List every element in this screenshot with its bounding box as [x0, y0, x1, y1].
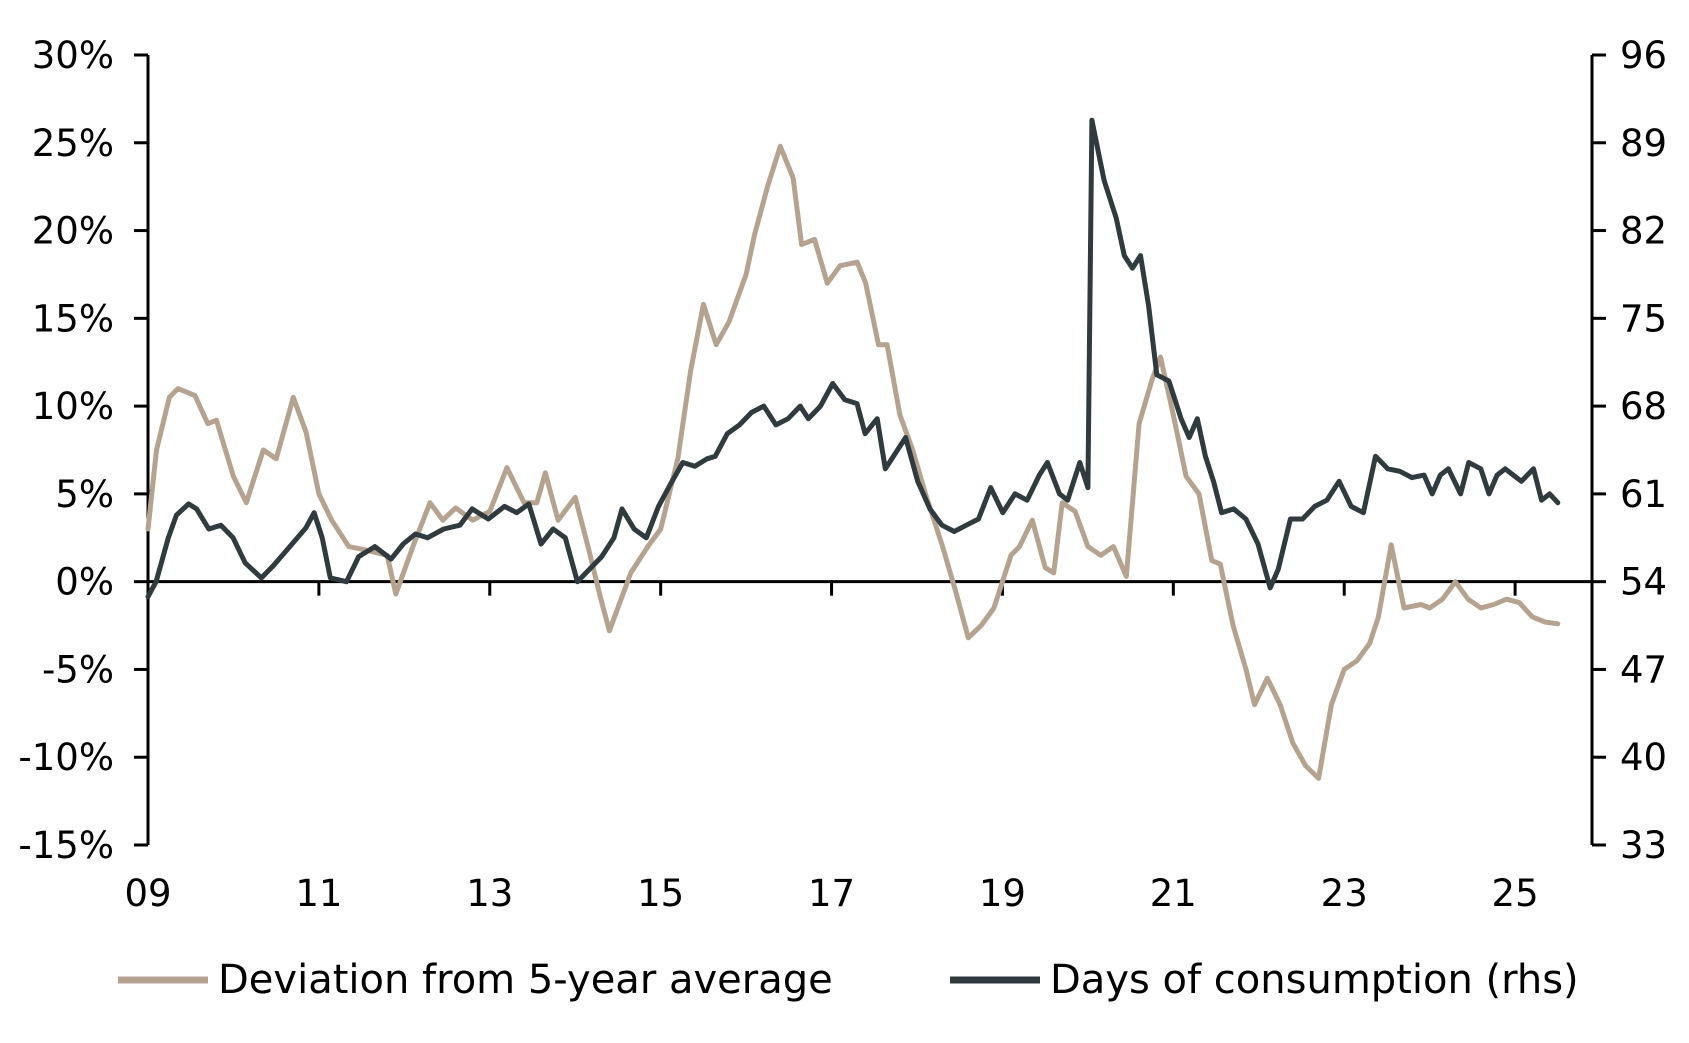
legend: Deviation from 5-year average Days of con…	[118, 957, 1579, 1003]
left-y-tick-label: 15%	[32, 297, 114, 340]
left-y-tick-label: -10%	[18, 736, 114, 779]
x-tick-label: 13	[466, 872, 513, 915]
axes: 30% 25% 20% 15% 10% 5% 0% -5% -10% -15% 96 89 82 75 68…	[18, 34, 1667, 915]
left-y-tick-label: -5%	[42, 648, 114, 691]
right-y-tick-label: 82	[1620, 210, 1667, 253]
x-tick-label: 19	[979, 872, 1026, 915]
series-line-days-of-consumption	[145, 117, 1561, 600]
right-y-tick-label: 47	[1620, 648, 1667, 691]
x-tick-label: 25	[1492, 872, 1539, 915]
legend-label: Deviation from 5-year average	[218, 957, 833, 1003]
series-lines	[145, 117, 1561, 781]
x-tick-label: 15	[637, 872, 684, 915]
series-line-deviation	[145, 143, 1561, 781]
right-y-tick-label: 40	[1620, 736, 1667, 779]
right-y-tick-label: 61	[1620, 473, 1667, 516]
left-y-tick-label: 0%	[55, 561, 114, 604]
right-y-tick-label: 96	[1620, 34, 1667, 77]
left-y-tick-label: 25%	[32, 122, 114, 165]
left-y-tick-label: 30%	[32, 34, 114, 77]
x-tick-label: 11	[295, 872, 342, 915]
x-tick-label: 23	[1321, 872, 1368, 915]
right-y-tick-label: 68	[1620, 385, 1667, 428]
left-y-tick-label: -15%	[18, 824, 114, 867]
right-y-tick-label: 75	[1620, 297, 1667, 340]
x-tick-label: 09	[124, 872, 171, 915]
x-tick-label: 17	[808, 872, 855, 915]
left-y-tick-label: 20%	[32, 210, 114, 253]
x-tick-label: 21	[1150, 872, 1197, 915]
legend-label: Days of consumption (rhs)	[1050, 957, 1579, 1003]
left-y-tick-label: 5%	[55, 473, 114, 516]
right-y-tick-label: 33	[1620, 824, 1667, 867]
right-y-tick-label: 54	[1620, 561, 1667, 604]
right-y-tick-label: 89	[1620, 122, 1667, 165]
left-y-tick-label: 10%	[32, 385, 114, 428]
